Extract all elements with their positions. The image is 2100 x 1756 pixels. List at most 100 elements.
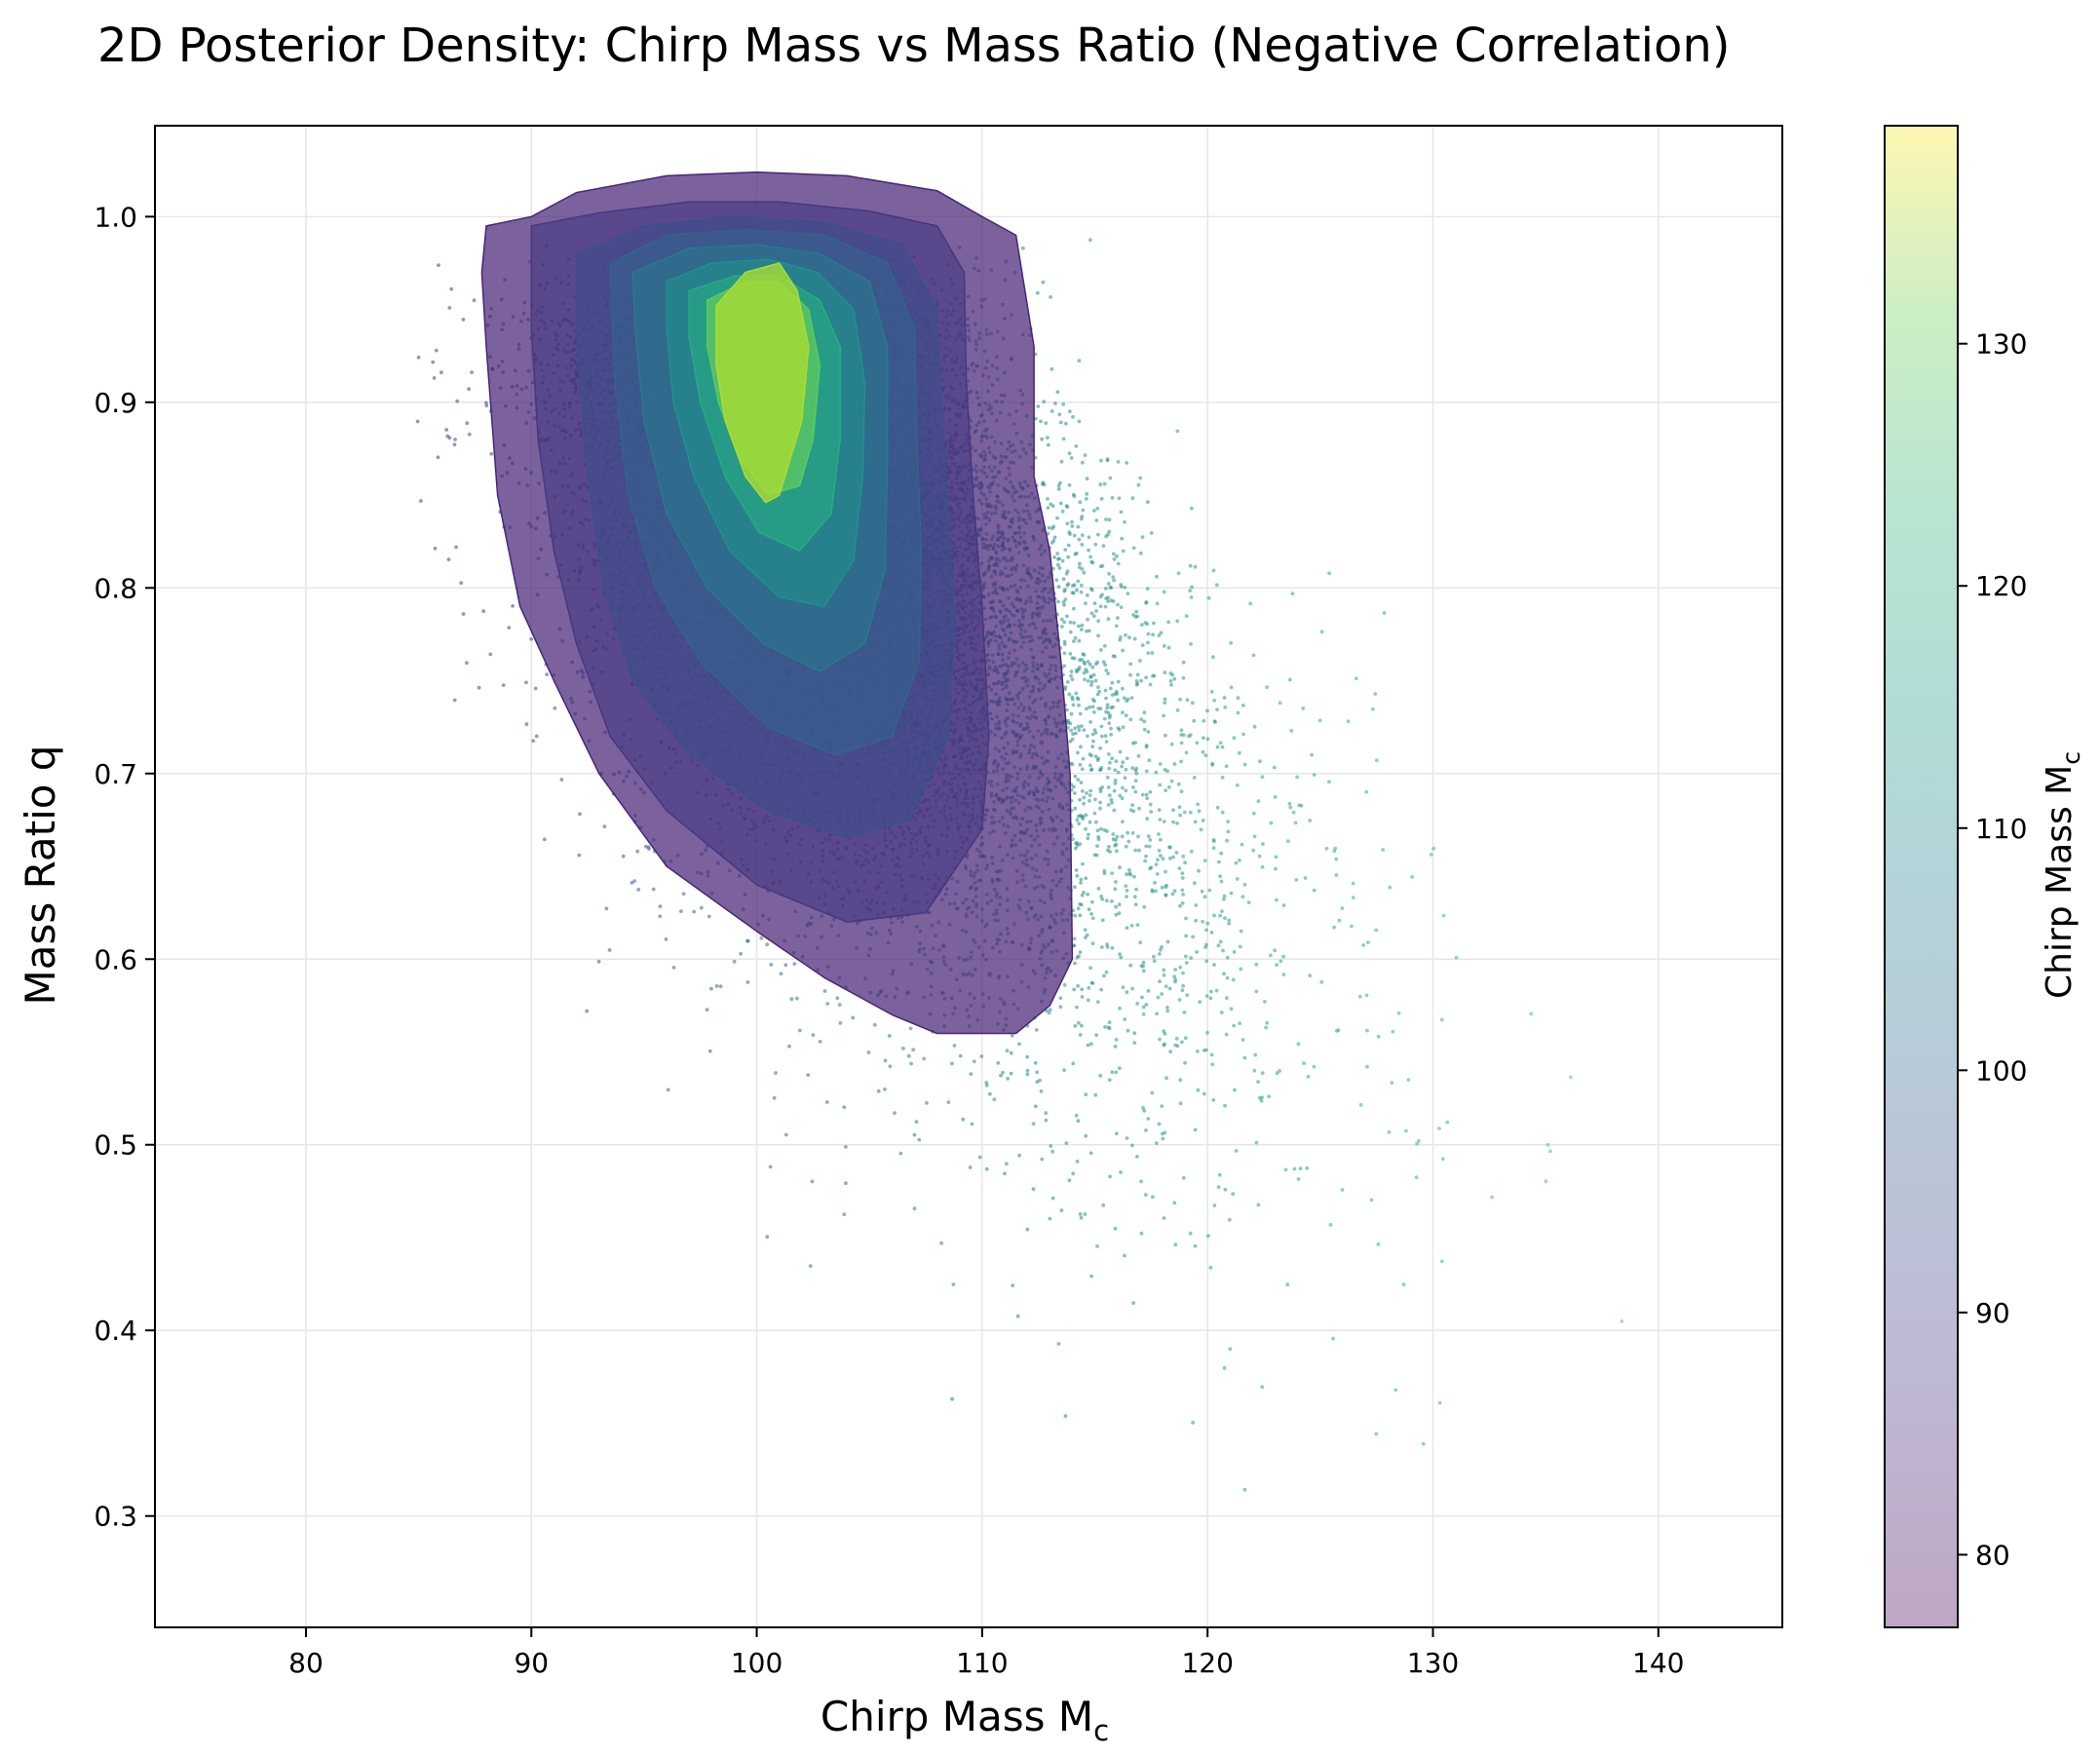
scatter-point [1103, 644, 1107, 648]
scatter-point [1111, 946, 1115, 950]
scatter-point [1078, 728, 1082, 732]
scatter-point [1144, 1128, 1148, 1132]
scatter-point [1070, 712, 1074, 716]
scatter-point [1194, 1128, 1198, 1132]
scatter-point [1151, 651, 1155, 655]
scatter-point [1194, 821, 1198, 824]
scatter-point [1091, 917, 1095, 921]
scatter-point [1284, 1168, 1288, 1172]
scatter-point [1069, 621, 1073, 625]
scatter-point [811, 1180, 815, 1184]
scatter-point [1086, 735, 1089, 739]
scatter-point [1190, 586, 1194, 590]
scatter-point [1155, 771, 1159, 775]
scatter-point [1219, 742, 1223, 745]
scatter-point [1260, 1095, 1264, 1099]
scatter-point [1045, 1119, 1049, 1123]
scatter-point [1310, 753, 1314, 757]
scatter-point [1107, 617, 1111, 621]
scatter-point [652, 888, 656, 892]
scatter-point [1071, 1172, 1075, 1176]
scatter-point [1165, 984, 1168, 988]
scatter-point [1159, 762, 1163, 766]
scatter-point [1082, 802, 1086, 806]
scatter-point [1085, 492, 1088, 496]
scatter-point [838, 1003, 842, 1007]
scatter-point [462, 612, 466, 616]
scatter-point [1308, 819, 1312, 822]
scatter-point [1098, 746, 1102, 750]
scatter-point [1410, 875, 1414, 879]
scatter-point [1046, 436, 1050, 439]
scatter-point [1141, 965, 1145, 969]
scatter-point [1136, 923, 1140, 927]
scatter-point [1193, 881, 1197, 885]
scatter-point [1121, 835, 1125, 839]
scatter-point [1081, 767, 1085, 771]
scatter-point [1168, 987, 1172, 991]
scatter-point [1253, 725, 1257, 729]
scatter-point [1123, 1254, 1126, 1258]
scatter-point [477, 686, 481, 690]
scatter-point [1071, 415, 1075, 419]
scatter-point [1241, 733, 1245, 737]
scatter-point [1068, 483, 1072, 487]
scatter-point [1091, 698, 1095, 702]
scatter-point [1078, 359, 1082, 363]
scatter-point [1144, 845, 1148, 849]
scatter-point [1332, 926, 1336, 930]
scatter-point [1036, 404, 1040, 408]
scatter-point [1220, 909, 1224, 913]
scatter-point [706, 1008, 709, 1012]
scatter-point [1080, 724, 1084, 728]
scatter-point [1088, 793, 1092, 797]
scatter-point [1073, 534, 1077, 538]
scatter-point [1165, 1006, 1169, 1010]
scatter-point [1231, 1192, 1235, 1196]
scatter-point [1191, 702, 1195, 706]
scatter-point [1040, 1158, 1044, 1162]
scatter-point [1151, 632, 1155, 636]
scatter-point [1114, 1227, 1118, 1231]
scatter-point [1084, 1212, 1088, 1216]
scatter-point [1131, 496, 1135, 500]
scatter-point [1146, 500, 1150, 504]
scatter-point [1225, 764, 1229, 768]
scatter-point [950, 1397, 954, 1401]
scatter-point [1202, 750, 1205, 754]
scatter-point [1193, 776, 1197, 780]
scatter-point [1073, 914, 1077, 918]
scatter-point [1329, 1223, 1333, 1227]
scatter-point [1125, 768, 1128, 772]
scatter-point [1113, 789, 1117, 793]
scatter-point [1091, 740, 1095, 744]
scatter-point [1110, 801, 1114, 805]
scatter-point [1084, 1134, 1088, 1138]
scatter-point [1076, 751, 1080, 755]
scatter-point [1053, 401, 1057, 405]
scatter-point [507, 626, 511, 630]
scatter-point [1059, 421, 1063, 425]
scatter-point [1238, 859, 1241, 862]
scatter-point [488, 653, 492, 657]
scatter-point [1227, 922, 1231, 926]
scatter-point [1145, 770, 1149, 774]
scatter-point [1077, 821, 1081, 825]
scatter-point [1111, 832, 1115, 836]
scatter-point [1098, 482, 1102, 486]
scatter-point [1149, 810, 1153, 814]
scatter-point [1090, 680, 1094, 684]
scatter-point [1159, 838, 1163, 842]
scatter-point [431, 361, 435, 364]
scatter-point [1206, 1234, 1210, 1238]
scatter-point [969, 1072, 973, 1076]
scatter-point [1207, 889, 1211, 893]
scatter-point [439, 370, 443, 374]
scatter-point [1114, 1071, 1118, 1075]
scatter-point [1441, 1157, 1445, 1161]
scatter-point [1135, 1002, 1139, 1006]
scatter-point [1201, 920, 1204, 924]
scatter-point [473, 298, 477, 302]
scatter-point [959, 1054, 963, 1058]
scatter-point [1172, 1202, 1176, 1205]
